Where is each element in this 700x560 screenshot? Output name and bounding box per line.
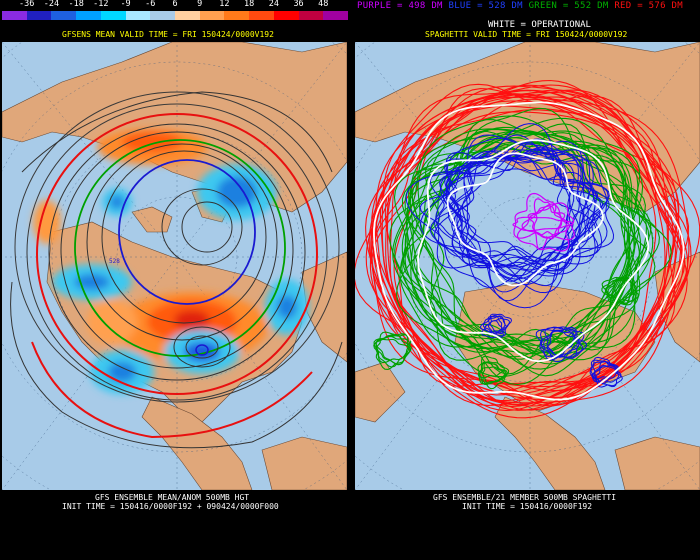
colorbar-swatch: [298, 11, 324, 20]
white-operational-contours: [373, 101, 685, 401]
spaghetti-contour: [401, 107, 644, 353]
spaghetti-contour: [392, 115, 631, 354]
spaghetti-contour: [539, 329, 580, 361]
colorbar-tick-label: -24: [43, 0, 60, 9]
operational-legend: WHITE = OPERATIONAL: [488, 20, 591, 30]
legend-red: RED = 576 DM: [614, 1, 683, 11]
spaghetti-contour: [546, 330, 588, 363]
colorbar-swatch: [175, 11, 200, 20]
colorbar-tick-label: 12: [219, 0, 230, 9]
spaghetti-contour: [512, 216, 574, 232]
ensemble-mean-map: 528: [2, 42, 347, 490]
spaghetti-contour: [482, 315, 506, 335]
spaghetti-contour: [445, 146, 571, 268]
right-subtitle: SPAGHETTI VALID TIME = FRI 150424/0000V1…: [425, 30, 628, 39]
spaghetti-contour: [521, 202, 575, 241]
spaghetti-contour: [433, 155, 586, 272]
spaghetti-contour: [375, 338, 411, 370]
spaghetti-contour: [594, 360, 622, 383]
colorbar-tick-label: -18: [68, 0, 84, 9]
colorbar-swatch: [273, 11, 299, 20]
spaghetti-contour: [461, 148, 610, 262]
spaghetti-contour: [477, 355, 505, 379]
spaghetti-contour: [543, 326, 583, 358]
colorbar-tick-label: -12: [93, 0, 109, 9]
land-masses: [2, 42, 347, 490]
colorbar-swatch: [150, 11, 176, 20]
spaghetti-contour: [429, 158, 609, 294]
spaghetti-contour: [405, 130, 656, 377]
colorbar-tick-label: 18: [244, 0, 255, 9]
colorbar-swatches: [2, 11, 349, 20]
colorbar-tick-label: 48: [318, 0, 329, 9]
spaghetti-contour: [423, 132, 641, 355]
colorbar-swatch: [224, 11, 250, 20]
legend-green: GREEN = 552 DM: [528, 1, 609, 11]
land-masses-right: [355, 42, 700, 490]
spaghetti-contour: [513, 192, 570, 239]
spaghetti-contour: [527, 205, 566, 236]
operational-contour: [446, 152, 604, 287]
colorbar-swatch: [26, 11, 52, 20]
colorbar-swatch: [249, 11, 274, 20]
operational-contour: [373, 101, 685, 401]
colorbar-swatch: [76, 11, 101, 20]
left-footer-line2: INIT TIME = 150416/0000F192 + 090424/000…: [62, 502, 279, 511]
spaghetti-contour: [409, 130, 641, 378]
spaghetti-contour: [516, 203, 570, 252]
colorbar-tick-label: -36: [19, 0, 35, 9]
spaghetti-contour: [446, 140, 603, 268]
spaghetti-contour: [405, 153, 594, 309]
height-contours: [10, 91, 343, 449]
colorbar-swatch: [125, 11, 151, 20]
anomaly-colorbar: -36 -24 -18 -12 -9 -6 6 9 12 18 24 36 48: [0, 0, 350, 22]
legend-purple: PURPLE = 498 DM: [357, 1, 443, 11]
spaghetti-contour: [592, 361, 620, 385]
spaghetti-contour: [389, 129, 650, 386]
spaghetti-contour: [436, 149, 597, 302]
colorbar-tick-label: -9: [120, 0, 131, 9]
colorbar-swatch: [100, 11, 126, 20]
colorbar-tick-label: 6: [172, 0, 178, 9]
spaghetti-contour: [386, 98, 684, 402]
spaghetti-contour: [393, 133, 652, 365]
blue-528dm-contours: [405, 123, 623, 388]
spaghetti-contour: [544, 326, 585, 358]
spaghetti-map: [355, 42, 700, 490]
spaghetti-contour: [375, 334, 412, 366]
lat-lon-grid: [2, 42, 347, 490]
spaghetti-contour: [453, 154, 599, 287]
contour-label: 528: [109, 258, 120, 265]
colorbar-swatch: [199, 11, 225, 20]
colorbar-swatch: [51, 11, 77, 20]
right-footer-line1: GFS ENSEMBLE/21 MEMBER 500MB SPAGHETTI: [433, 493, 617, 502]
left-subtitle: GFSENS MEAN VALID TIME = FRI 150424/0000…: [62, 30, 274, 39]
spaghetti-legend: PURPLE = 498 DM BLUE = 528 DM GREEN = 55…: [357, 1, 700, 12]
colorbar-tick-label: 9: [197, 0, 203, 9]
operational-contour: [417, 139, 650, 363]
spaghetti-contour: [435, 137, 580, 263]
spaghetti-contour: [422, 140, 635, 355]
colorbar-swatch: [2, 11, 27, 20]
legend-blue: BLUE = 528 DM: [448, 1, 523, 11]
spaghetti-contour: [539, 326, 581, 359]
purple-498dm-contours: [512, 192, 575, 252]
spaghetti-contour: [385, 89, 677, 395]
colorbar-swatch: [323, 11, 349, 20]
colorbar-tick-labels: -36 -24 -18 -12 -9 -6 6 9 12 18 24 36 48: [0, 0, 350, 10]
colorbar-tick-label: -6: [145, 0, 156, 9]
colorbar-tick-label: 36: [293, 0, 304, 9]
right-footer-line2: INIT TIME = 150416/0000F192: [462, 502, 593, 511]
spaghetti-contour: [479, 362, 507, 385]
spaghetti-contour: [394, 117, 647, 345]
anomaly-shading: [33, 129, 309, 394]
spaghetti-contour: [365, 85, 700, 411]
left-footer-line1: GFS ENSEMBLE MEAN/ANOM 500MB HGT: [95, 493, 250, 502]
spaghetti-contour: [369, 89, 682, 404]
colorbar-tick-label: 24: [268, 0, 279, 9]
